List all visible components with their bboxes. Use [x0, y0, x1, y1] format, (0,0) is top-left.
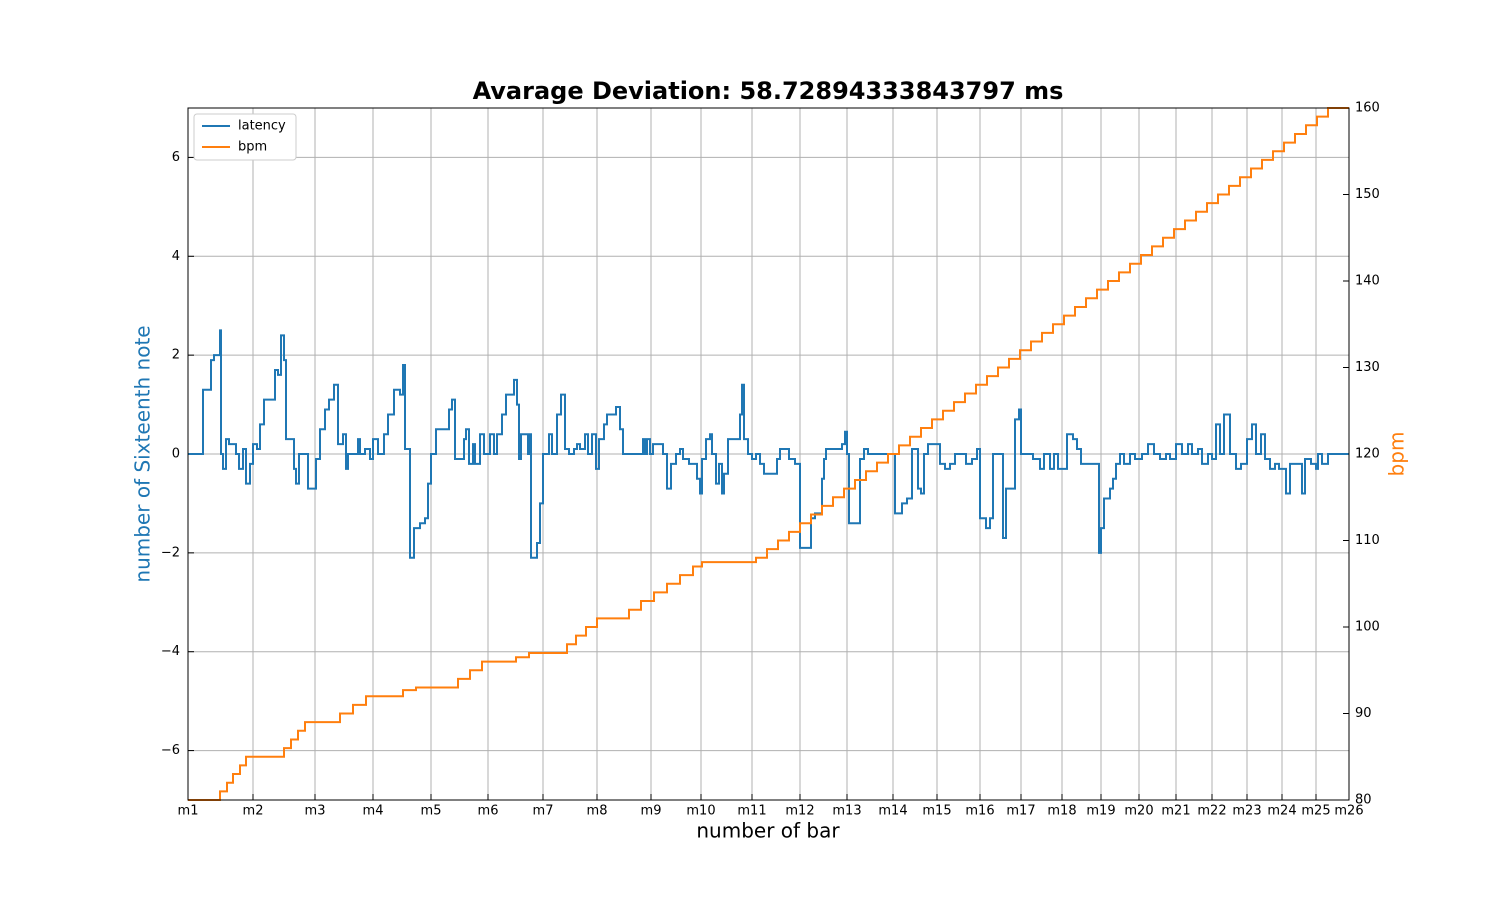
- x-tick-label: m21: [1161, 804, 1190, 819]
- legend: latency bpm: [193, 113, 297, 161]
- y2-axis-label: bpm: [1385, 432, 1409, 477]
- series-line: [188, 107, 1349, 801]
- x-tick-label: m3: [305, 804, 326, 819]
- y-tick-label: 6: [172, 150, 180, 165]
- x-tick-label: m23: [1232, 804, 1261, 819]
- y-tick-label: −2: [161, 545, 180, 560]
- x-tick-label: m15: [922, 804, 951, 819]
- x-tick-label: m11: [737, 804, 766, 819]
- y2-tick-label: 100: [1355, 620, 1380, 635]
- x-tick-label: m25: [1301, 804, 1330, 819]
- y2-tick-label: 160: [1355, 101, 1380, 116]
- x-tick-label: m17: [1006, 804, 1035, 819]
- x-tick-label: m1: [178, 804, 199, 819]
- x-tick-label: m4: [363, 804, 384, 819]
- y-tick-label: 4: [172, 249, 180, 264]
- x-tick-label: m14: [878, 804, 907, 819]
- y2-tick-label: 140: [1355, 274, 1380, 289]
- y-tick-label: 2: [172, 348, 180, 363]
- x-tick-label: m8: [587, 804, 608, 819]
- x-tick-label: m20: [1124, 804, 1153, 819]
- y-tick-label: 0: [172, 447, 180, 462]
- y-axis-label: number of Sixteenth note: [131, 325, 155, 582]
- x-tick-label: m26: [1334, 804, 1363, 819]
- x-tick-label: m18: [1047, 804, 1076, 819]
- y-tick-label: −6: [161, 743, 180, 758]
- legend-label: latency: [238, 119, 286, 134]
- plot-frame: [187, 107, 1350, 801]
- series-line: [188, 329, 1349, 559]
- chart-title: Avarage Deviation: 58.72894333843797 ms: [473, 77, 1064, 105]
- legend-label: bpm: [238, 140, 267, 155]
- x-tick-label: m5: [421, 804, 442, 819]
- x-tick-label: m12: [785, 804, 814, 819]
- x-tick-label: m13: [832, 804, 861, 819]
- y-tick-label: −4: [161, 644, 180, 659]
- y2-tick-label: 80: [1355, 793, 1372, 808]
- y2-tick-label: 120: [1355, 447, 1380, 462]
- x-tick-label: m9: [641, 804, 662, 819]
- x-tick-label: m19: [1086, 804, 1115, 819]
- y2-tick-label: 150: [1355, 187, 1380, 202]
- y2-tick-label: 130: [1355, 360, 1380, 375]
- x-tick-label: m22: [1197, 804, 1226, 819]
- x-tick-label: m16: [965, 804, 994, 819]
- y2-tick-label: 90: [1355, 706, 1372, 721]
- x-axis-label: number of bar: [696, 819, 840, 843]
- y2-tick-label: 110: [1355, 533, 1380, 548]
- x-tick-label: m2: [243, 804, 264, 819]
- x-tick-label: m10: [686, 804, 715, 819]
- x-tick-label: m24: [1267, 804, 1296, 819]
- x-tick-label: m6: [478, 804, 499, 819]
- x-tick-label: m7: [533, 804, 554, 819]
